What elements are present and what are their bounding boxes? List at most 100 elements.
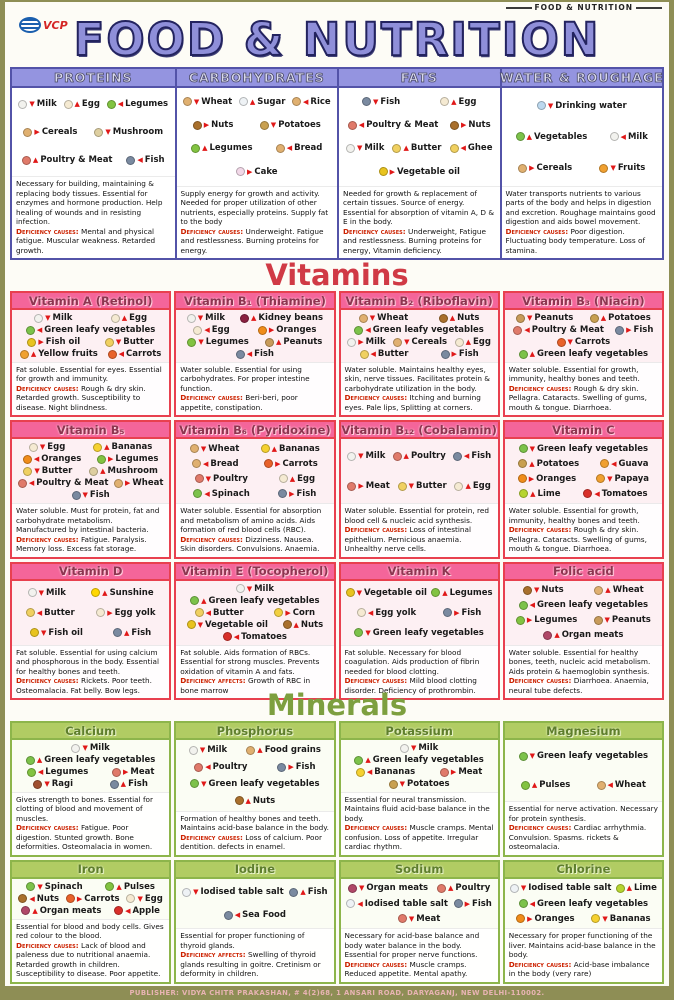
food-label: Butter [213,607,244,618]
deficiency-label: Deficiency causes: [344,959,408,969]
food-item: ▲ Food grains [246,745,321,755]
nutrient-card-chlorine: Chlorine ▼ Iodised table salt ▲ Lime ◀ Green l… [502,859,664,984]
food-label: Corn [292,607,316,618]
food-item: ▼ Potatoes [388,779,450,789]
food-item: ◀ Butter [359,349,409,359]
food-item: ▲ Green leafy vegetables [354,755,484,765]
card-title: Phosphorus [176,723,334,740]
food-label: Legumes [115,454,159,465]
minerals-heading: Minerals [266,688,408,722]
food-label: Organ meats [39,905,102,916]
food-swatch [106,99,116,109]
food-item: ◀ Green leafy vegetables [518,899,648,909]
food-item: ▼ Peanuts [515,313,573,323]
food-item: ▼ Wheat [189,444,239,454]
food-label: Milk [365,337,386,347]
food-label: Wheat [201,96,233,107]
food-swatch [93,442,103,452]
food-item: ▶ Wheat [114,478,163,488]
food-item: ▲ Potatoes [589,313,651,323]
card-title: Vitamin C [504,422,662,440]
pointer-icon: ◀ [233,632,240,641]
food-items: ▼ Milk ▲ Egg ◀ Green leafy vegetables ▶ Fish oi… [12,310,169,362]
food-label: Lime [537,488,561,499]
deficiency-text: Muscle cramps. Mental confusion. Loss of… [344,823,494,852]
description-text: Water soluble. Essential for using carbo… [180,365,310,393]
description-text: Fat soluble. Essential for using calcium… [16,647,159,676]
food-item: ▼ Legumes [187,337,249,347]
food-item: ▶ Meat [347,481,390,491]
food-item: ◀ Rice [292,97,331,107]
food-label: Ghee [467,143,493,154]
food-swatch [265,337,275,347]
card-title: Sodium [340,861,498,879]
food-item: ▲ Potatoes [518,459,579,469]
food-label: Wheat [614,780,646,791]
food-item: ▼ Fruits [599,163,645,173]
food-swatch [347,481,357,491]
food-item: ▲ Vegetables [515,132,587,142]
globe-icon [19,17,41,33]
food-label: Green leafy vegetables [372,325,484,335]
card-title: Vitamin B₁ (Thiamine) [176,293,334,310]
description: Water soluble. Essential for growth, imm… [504,503,662,557]
food-label: Mushroom [112,127,164,138]
food-item: ◀ Green leafy vegetables [354,325,484,335]
pointer-icon: ▲ [30,350,37,358]
vitamins-heading: Vitamins [265,258,409,292]
food-label: Fish [380,96,401,107]
deficiency-text: Mild blood clotting disorder. Deficiency… [344,676,477,695]
pointer-icon: ▲ [74,100,80,109]
deficiency-label: Deficiency causes: [16,940,79,950]
pointer-icon: ▶ [464,899,471,908]
food-swatch [188,745,198,755]
pointer-icon: ▼ [45,314,51,322]
food-swatch [397,481,407,491]
food-label: Egg [211,325,230,335]
top-strip: FOOD & NUTRITION [5,2,669,13]
description: Fat soluble. Essential for eyes. Essenti… [12,362,170,416]
food-swatch [186,313,196,323]
description-text: Water transports nutrients to various pa… [505,188,656,227]
pointer-icon: ◀ [29,894,35,903]
food-label: Carrots [126,349,162,359]
deficiency-text: Rough & dry skin. Retarded growth. Susce… [16,383,146,412]
pointer-icon: ◀ [117,100,124,109]
pointer-icon: ▶ [454,608,460,617]
food-label: Cake [254,166,278,177]
pointer-icon: ◀ [37,768,44,776]
food-label: Milk [89,743,110,753]
food-label: Fruits [617,163,646,173]
pointer-icon: ▲ [526,132,532,141]
nutrient-card-vitamin-e-tocopherol-: Vitamin E (Tocopherol) ▼ Milk ▲ Green leafy … [174,561,336,701]
food-item: ◀ Fish [235,349,274,359]
food-item: ▲ Wheat [594,585,644,595]
food-label: Vegetable oil [364,587,427,598]
food-item: ▼ Green leafy vegetables [354,628,484,638]
card-title: Vitamin B₁₂ (Cobalamin) [340,422,498,440]
food-item: ▶ Legumes [515,615,577,625]
food-swatch [193,489,203,499]
food-swatch [393,337,403,347]
food-label: Pulses [123,881,155,892]
food-item: ▲ Bananas [93,442,152,452]
food-swatch [234,796,244,806]
food-label: Milk [205,313,226,323]
food-label: Fish oil [48,627,83,638]
card-title: Folic acid [504,563,662,581]
deficiency-text: Poor digestion. Fluctuating body tempera… [505,226,646,255]
food-item: ▼ Milk [186,313,226,323]
food-item: ▶ Meat [439,767,482,777]
food-label: Nuts [468,120,491,131]
food-label: Potatoes [608,313,651,323]
food-item: ▲ Mushroom [89,466,158,476]
deficiency-text: Swelling of thyroid glands resulting in … [180,950,321,979]
pointer-icon: ▶ [460,121,467,130]
food-item: ▶ Vegetable oil [378,167,460,177]
food-label: Fish [89,490,110,501]
food-item: ◀ Wheat [596,780,646,791]
pointer-icon: ▼ [82,491,88,500]
food-item: ▶ Meat [111,767,154,777]
food-label: Legumes [205,337,249,347]
